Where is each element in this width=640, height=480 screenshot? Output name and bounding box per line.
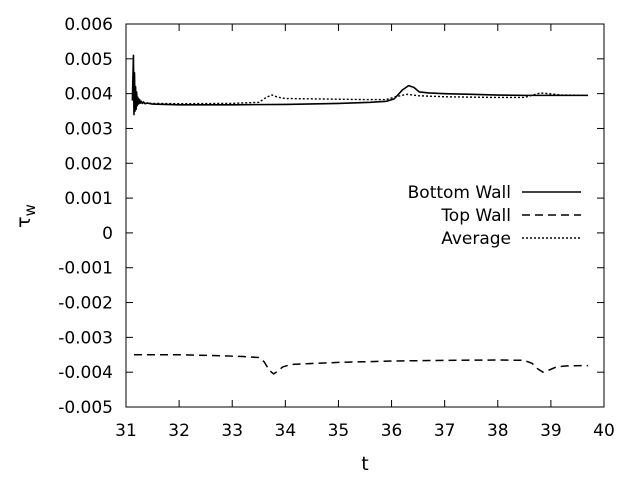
series-line-top-wall [133, 354, 589, 375]
plot-frame [125, 23, 605, 408]
y-tick-label: -0.005 [58, 398, 113, 418]
x-tick-label: 36 [381, 421, 403, 441]
y-tick-label: 0.005 [64, 50, 113, 70]
x-tick-label: 35 [328, 421, 350, 441]
legend-label: Average [441, 229, 511, 249]
y-tick-label: 0.003 [64, 119, 113, 139]
series-lines [131, 54, 589, 375]
y-tick-label: -0.001 [58, 259, 113, 279]
series-line-bottom-wall [131, 54, 589, 116]
x-tick-label: 33 [221, 421, 243, 441]
legend-label: Bottom Wall [408, 183, 511, 203]
y-tick-label: -0.004 [58, 363, 113, 383]
x-tick-label: 39 [540, 421, 562, 441]
y-axis-label-sub: w [21, 204, 39, 216]
legend-label: Top Wall [440, 206, 511, 226]
y-tick-label: 0.001 [64, 189, 113, 209]
x-tick-label: 37 [434, 421, 456, 441]
x-tick-labels: 31 32 33 34 35 36 37 38 39 40 [115, 421, 615, 441]
y-tick-label: 0.004 [64, 85, 113, 105]
series-line-average [133, 92, 589, 105]
y-tick-labels: -0.005 -0.004 -0.003 -0.002 -0.001 0 0.001 0.00… [58, 15, 113, 418]
y-tick-label: 0 [102, 224, 113, 244]
x-tick-label: 31 [115, 421, 137, 441]
tick-marks [126, 24, 604, 407]
x-tick-label: 40 [593, 421, 615, 441]
y-tick-label: -0.003 [58, 328, 113, 348]
y-tick-label: -0.002 [58, 294, 113, 314]
x-tick-label: 38 [487, 421, 509, 441]
y-axis-label: τw [13, 204, 39, 228]
x-axis-label: t [361, 453, 368, 475]
y-tick-label: 0.002 [64, 154, 113, 174]
x-tick-label: 32 [168, 421, 190, 441]
y-tick-label: 0.006 [64, 15, 113, 35]
x-tick-label: 34 [275, 421, 297, 441]
legend: Bottom Wall Top Wall Average [408, 183, 581, 249]
y-axis-label-base: τ [13, 216, 35, 227]
